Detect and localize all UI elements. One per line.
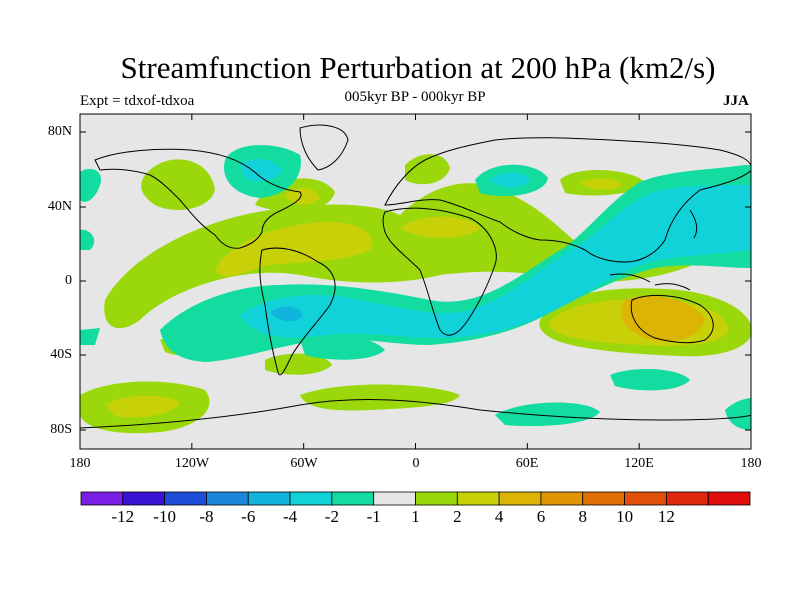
y-tick-label: 40N: [47, 199, 72, 214]
x-tick-label: 180: [69, 456, 91, 471]
colorbar-swatch: [80, 491, 124, 506]
anomaly-region: [300, 334, 385, 360]
colorbar-swatch: [665, 491, 709, 506]
colorbar-label: 6: [536, 507, 546, 526]
y-tick-label: 40S: [50, 347, 72, 362]
anomaly-region: [104, 183, 701, 329]
coastline-japan: [689, 209, 698, 239]
colorbar-label: 2: [453, 507, 462, 526]
anomaly-region: [285, 187, 320, 205]
colorbar-swatch: [331, 491, 375, 506]
experiment-label: Expt = tdxof-tdxoa: [80, 93, 195, 109]
colorbar-swatch: [707, 491, 751, 506]
x-tick-label: 120E: [624, 456, 654, 471]
colorbar-label: -4: [282, 507, 298, 526]
anomaly-region: [80, 229, 95, 250]
colorbar-swatch: [498, 491, 542, 506]
colorbar-swatch: [373, 491, 416, 506]
colorbar-swatch: [206, 491, 249, 506]
anomaly-region: [580, 178, 622, 190]
anomaly-region: [405, 154, 450, 185]
colorbar-label: 4: [494, 507, 504, 526]
axis-ticks: [79, 114, 752, 449]
coastline-south-america: [259, 247, 336, 376]
anomaly-region: [80, 168, 101, 202]
colorbar: [80, 491, 751, 506]
colorbar-swatch: [247, 491, 291, 506]
colorbar-label: -10: [153, 507, 176, 526]
colorbar-label: -8: [199, 507, 214, 526]
anomaly-region: [240, 185, 751, 338]
colorbar-label: -1: [366, 507, 381, 526]
coastline-greenland: [299, 124, 349, 171]
x-tick-label: 120W: [174, 456, 210, 471]
colorbar-swatch: [624, 491, 667, 506]
x-tick-label: 60E: [515, 456, 539, 471]
colorbar-label: 12: [657, 507, 675, 526]
anomaly-region: [141, 159, 215, 210]
colorbar-label: -12: [111, 507, 135, 526]
colorbar-label: -6: [241, 507, 256, 526]
anomaly-region: [490, 172, 530, 188]
anomaly-region: [265, 353, 332, 375]
season-label: JJA: [723, 93, 749, 109]
coastline-north-america: [94, 148, 302, 249]
colorbar-swatch: [122, 491, 166, 506]
coastlines: [80, 124, 751, 429]
anomaly-region: [725, 398, 751, 430]
anomaly-region: [105, 395, 180, 418]
colorbar-swatch: [582, 491, 625, 506]
coastline-australia: [630, 295, 714, 344]
colorbar-label: 1: [411, 507, 420, 526]
anomaly-region: [240, 158, 282, 182]
colorbar-swatch: [540, 491, 584, 506]
anomaly-region: [215, 221, 373, 277]
coastline-antarctica: [80, 399, 751, 429]
y-tick-label: 80N: [47, 124, 72, 139]
y-tick-label: 0: [65, 273, 72, 288]
contour-field: [80, 114, 751, 449]
coastline-indonesia: [609, 273, 691, 291]
y-tick-label: 80S: [50, 422, 72, 437]
coastline-eurasia: [384, 137, 751, 263]
anomaly-region: [300, 384, 460, 411]
anomaly-region: [270, 306, 303, 322]
colorbar-label: 8: [578, 507, 588, 526]
anomaly-region: [400, 216, 480, 238]
x-tick-label: 180: [740, 456, 762, 471]
colorbar-swatch: [164, 491, 207, 506]
colorbar-label: 10: [616, 507, 634, 526]
anomaly-region: [495, 402, 600, 427]
anomaly-region: [610, 368, 690, 391]
colorbar-label: -2: [324, 507, 339, 526]
x-tick-label: 60W: [290, 456, 318, 471]
coastline-africa: [382, 207, 497, 336]
anomaly-region: [80, 328, 100, 345]
map-subtitle: 005kyr BP - 000kyr BP: [344, 89, 486, 105]
x-tick-label: 0: [412, 456, 420, 471]
map-title: Streamfunction Perturbation at 200 hPa (…: [120, 50, 716, 85]
colorbar-swatch: [289, 491, 333, 506]
colorbar-swatch: [415, 491, 458, 506]
colorbar-swatch: [456, 491, 500, 506]
